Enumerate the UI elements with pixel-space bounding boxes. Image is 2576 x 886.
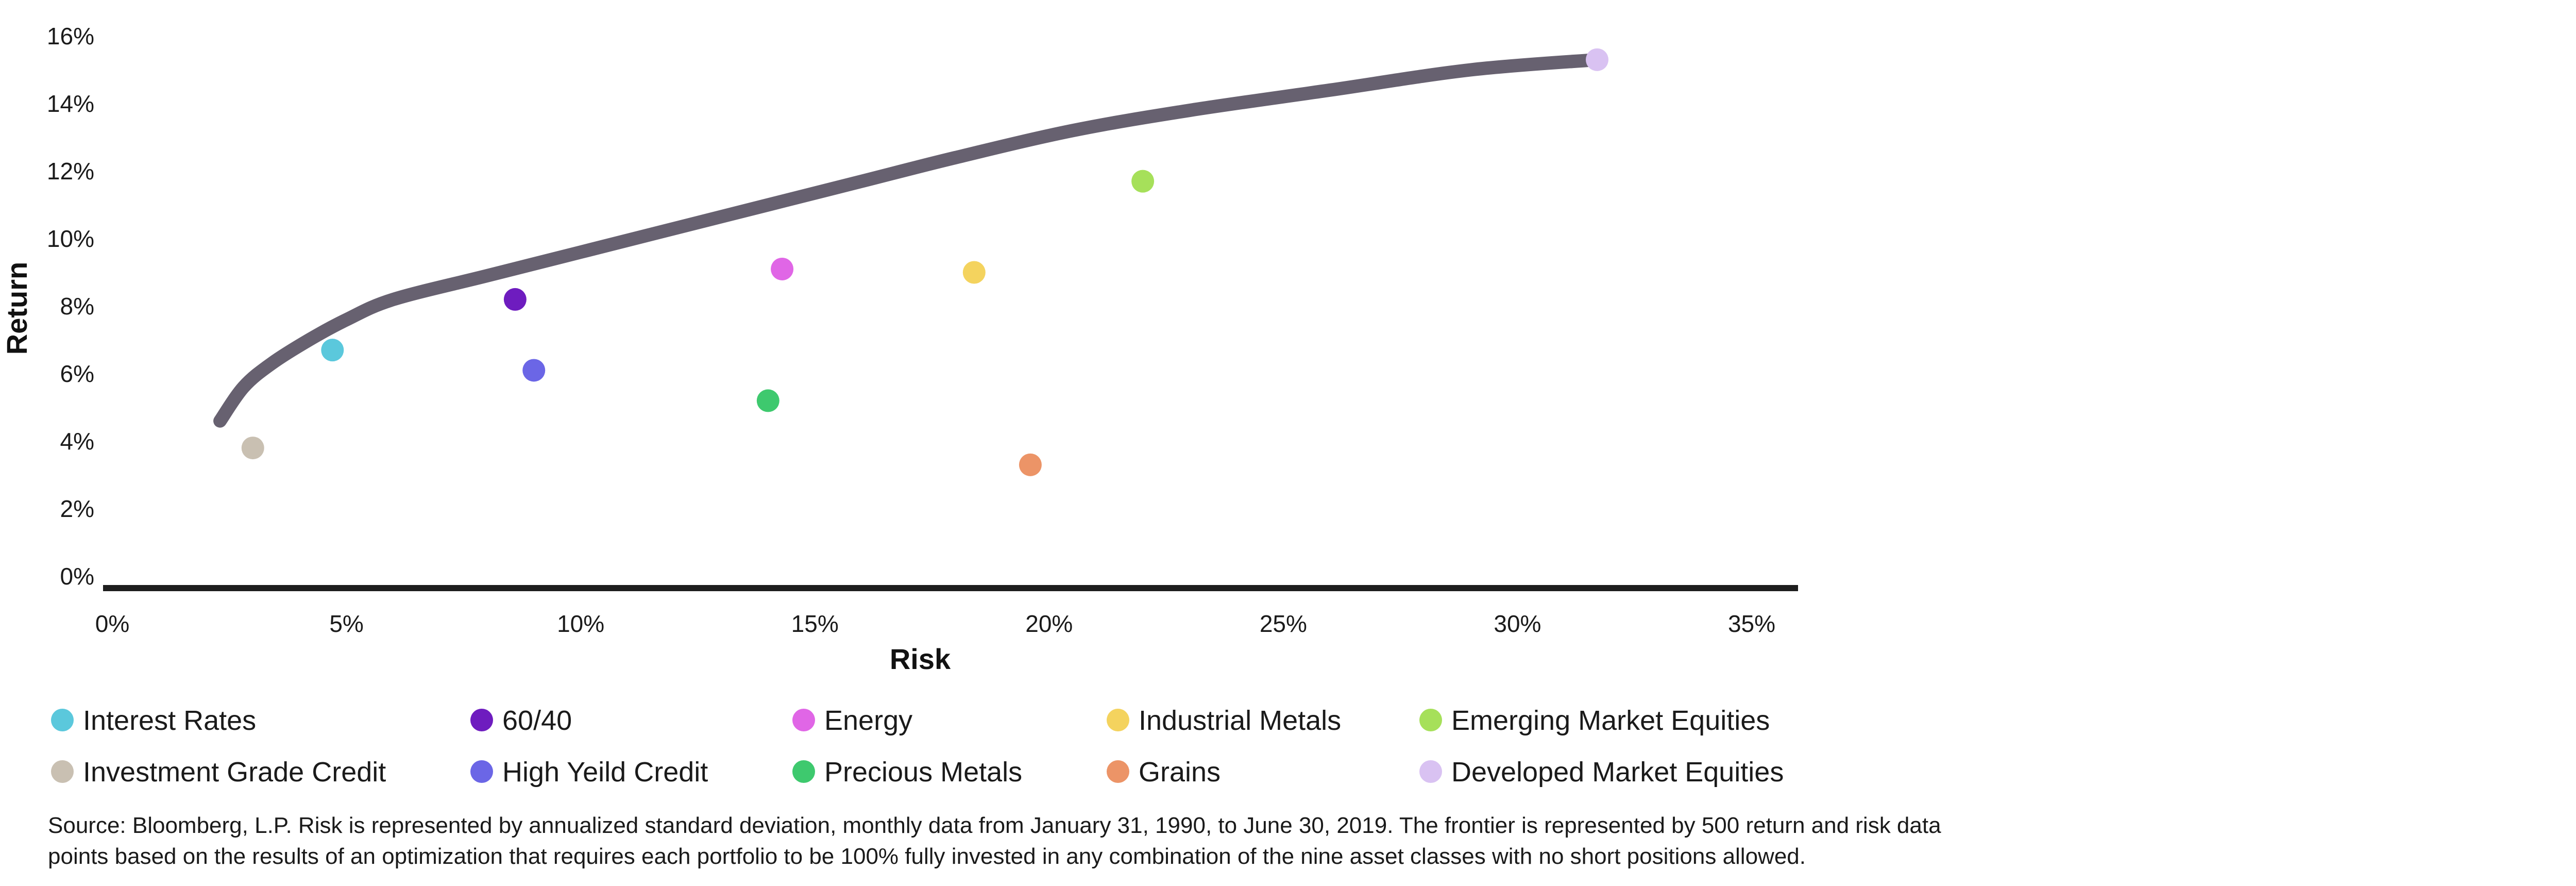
legend-swatch-investment-grade-credit [51,760,74,783]
legend-label-interest-rates: Interest Rates [83,705,256,736]
legend-swatch-interest-rates [51,709,74,731]
y-tick-label: 6% [60,360,94,387]
legend-label-energy: Energy [824,705,912,736]
x-tick-label: 10% [557,610,604,637]
y-tick-label: 10% [47,225,94,252]
y-axis-ticks: 0% 2% 4% 6% 8% 10% 12% 14% 16% [47,23,94,590]
y-tick-label: 14% [47,90,94,117]
legend-label-emerging-market-equities: Emerging Market Equities [1451,705,1770,736]
point-precious-metals [756,389,779,412]
legend-label-developed-market-equities: Developed Market Equities [1451,757,1784,788]
x-tick-label: 25% [1260,610,1307,637]
point-investment-grade-credit [241,437,264,460]
x-tick-label: 15% [791,610,839,637]
y-axis-label: Return [1,262,33,355]
legend-label-precious-metals: Precious Metals [824,757,1022,788]
efficient-frontier-line [213,53,1604,428]
point-high-yeild-credit [522,359,546,382]
legend-swatch-emerging-market-equities [1419,709,1442,731]
legend: Interest Rates Investment Grade Credit 60/… [51,705,1784,788]
source-note: Source: Bloomberg, L.P. Risk is represen… [48,813,1941,869]
x-tick-label: 35% [1728,610,1775,637]
y-tick-label: 4% [60,428,94,455]
y-tick-label: 16% [47,23,94,49]
legend-swatch-precious-metals [792,760,815,783]
legend-label-60-40: 60/40 [502,705,572,736]
x-axis-label: Risk [890,643,951,675]
point-developed-market-equities [1585,48,1608,71]
legend-swatch-60-40 [470,709,493,731]
legend-label-grains: Grains [1139,757,1221,788]
point-interest-rates [321,339,344,362]
y-tick-label: 2% [60,495,94,522]
y-tick-label: 8% [60,293,94,320]
x-tick-label: 0% [95,610,129,637]
point-energy [771,257,794,280]
legend-label-investment-grade-credit: Investment Grade Credit [83,757,386,788]
point-emerging-market-equities [1131,170,1155,193]
legend-swatch-energy [792,709,815,731]
x-tick-label: 30% [1494,610,1541,637]
legend-label-industrial-metals: Industrial Metals [1139,705,1341,736]
legend-swatch-industrial-metals [1107,709,1129,731]
y-tick-label: 12% [47,158,94,185]
point-industrial-metals [962,261,986,284]
legend-swatch-developed-market-equities [1419,760,1442,783]
legend-label-high-yeild-credit: High Yeild Credit [502,757,708,788]
x-tick-label: 20% [1025,610,1073,637]
point-60-40 [503,288,527,311]
y-tick-label: 0% [60,563,94,590]
point-grains [1019,453,1042,476]
legend-swatch-high-yeild-credit [470,760,493,783]
x-tick-label: 5% [329,610,363,637]
data-points [241,48,1608,476]
x-axis-ticks: 0% 5% 10% 15% 20% 25% 30% 35% [95,610,1775,637]
legend-swatch-grains [1107,760,1129,783]
